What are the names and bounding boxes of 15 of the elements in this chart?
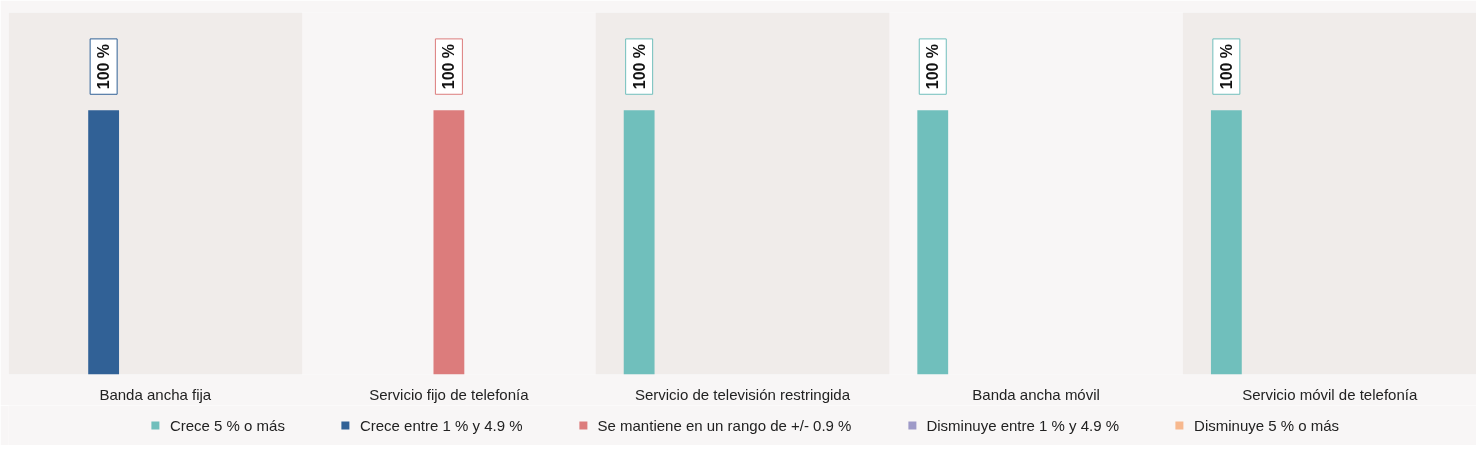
legend-label: Se mantiene en un rango de +/- 0.9 % xyxy=(597,416,852,434)
x-tick-label: Banda ancha móvil xyxy=(972,385,1100,403)
x-tick-label: Servicio de televisión restringida xyxy=(634,385,851,403)
legend-label: Disminuye entre 1 % y 4.9 % xyxy=(926,416,1120,434)
x-tick-label: Servicio fijo de telefonía xyxy=(369,385,530,403)
legend-label: Crece 5 % o más xyxy=(169,416,285,434)
data-label: 100 % xyxy=(1217,43,1235,90)
legend-label: Disminuye 5 % o más xyxy=(1194,416,1340,434)
data-label: 100 % xyxy=(630,43,648,90)
data-label: 100 % xyxy=(95,43,113,90)
data-label: 100 % xyxy=(440,43,458,90)
x-tick-label: Servicio móvil de telefonía xyxy=(1242,385,1418,403)
data-label: 100 % xyxy=(924,43,942,90)
x-tick-label: Banda ancha fija xyxy=(99,385,212,403)
legend-label: Crece entre 1 % y 4.9 % xyxy=(359,416,523,434)
